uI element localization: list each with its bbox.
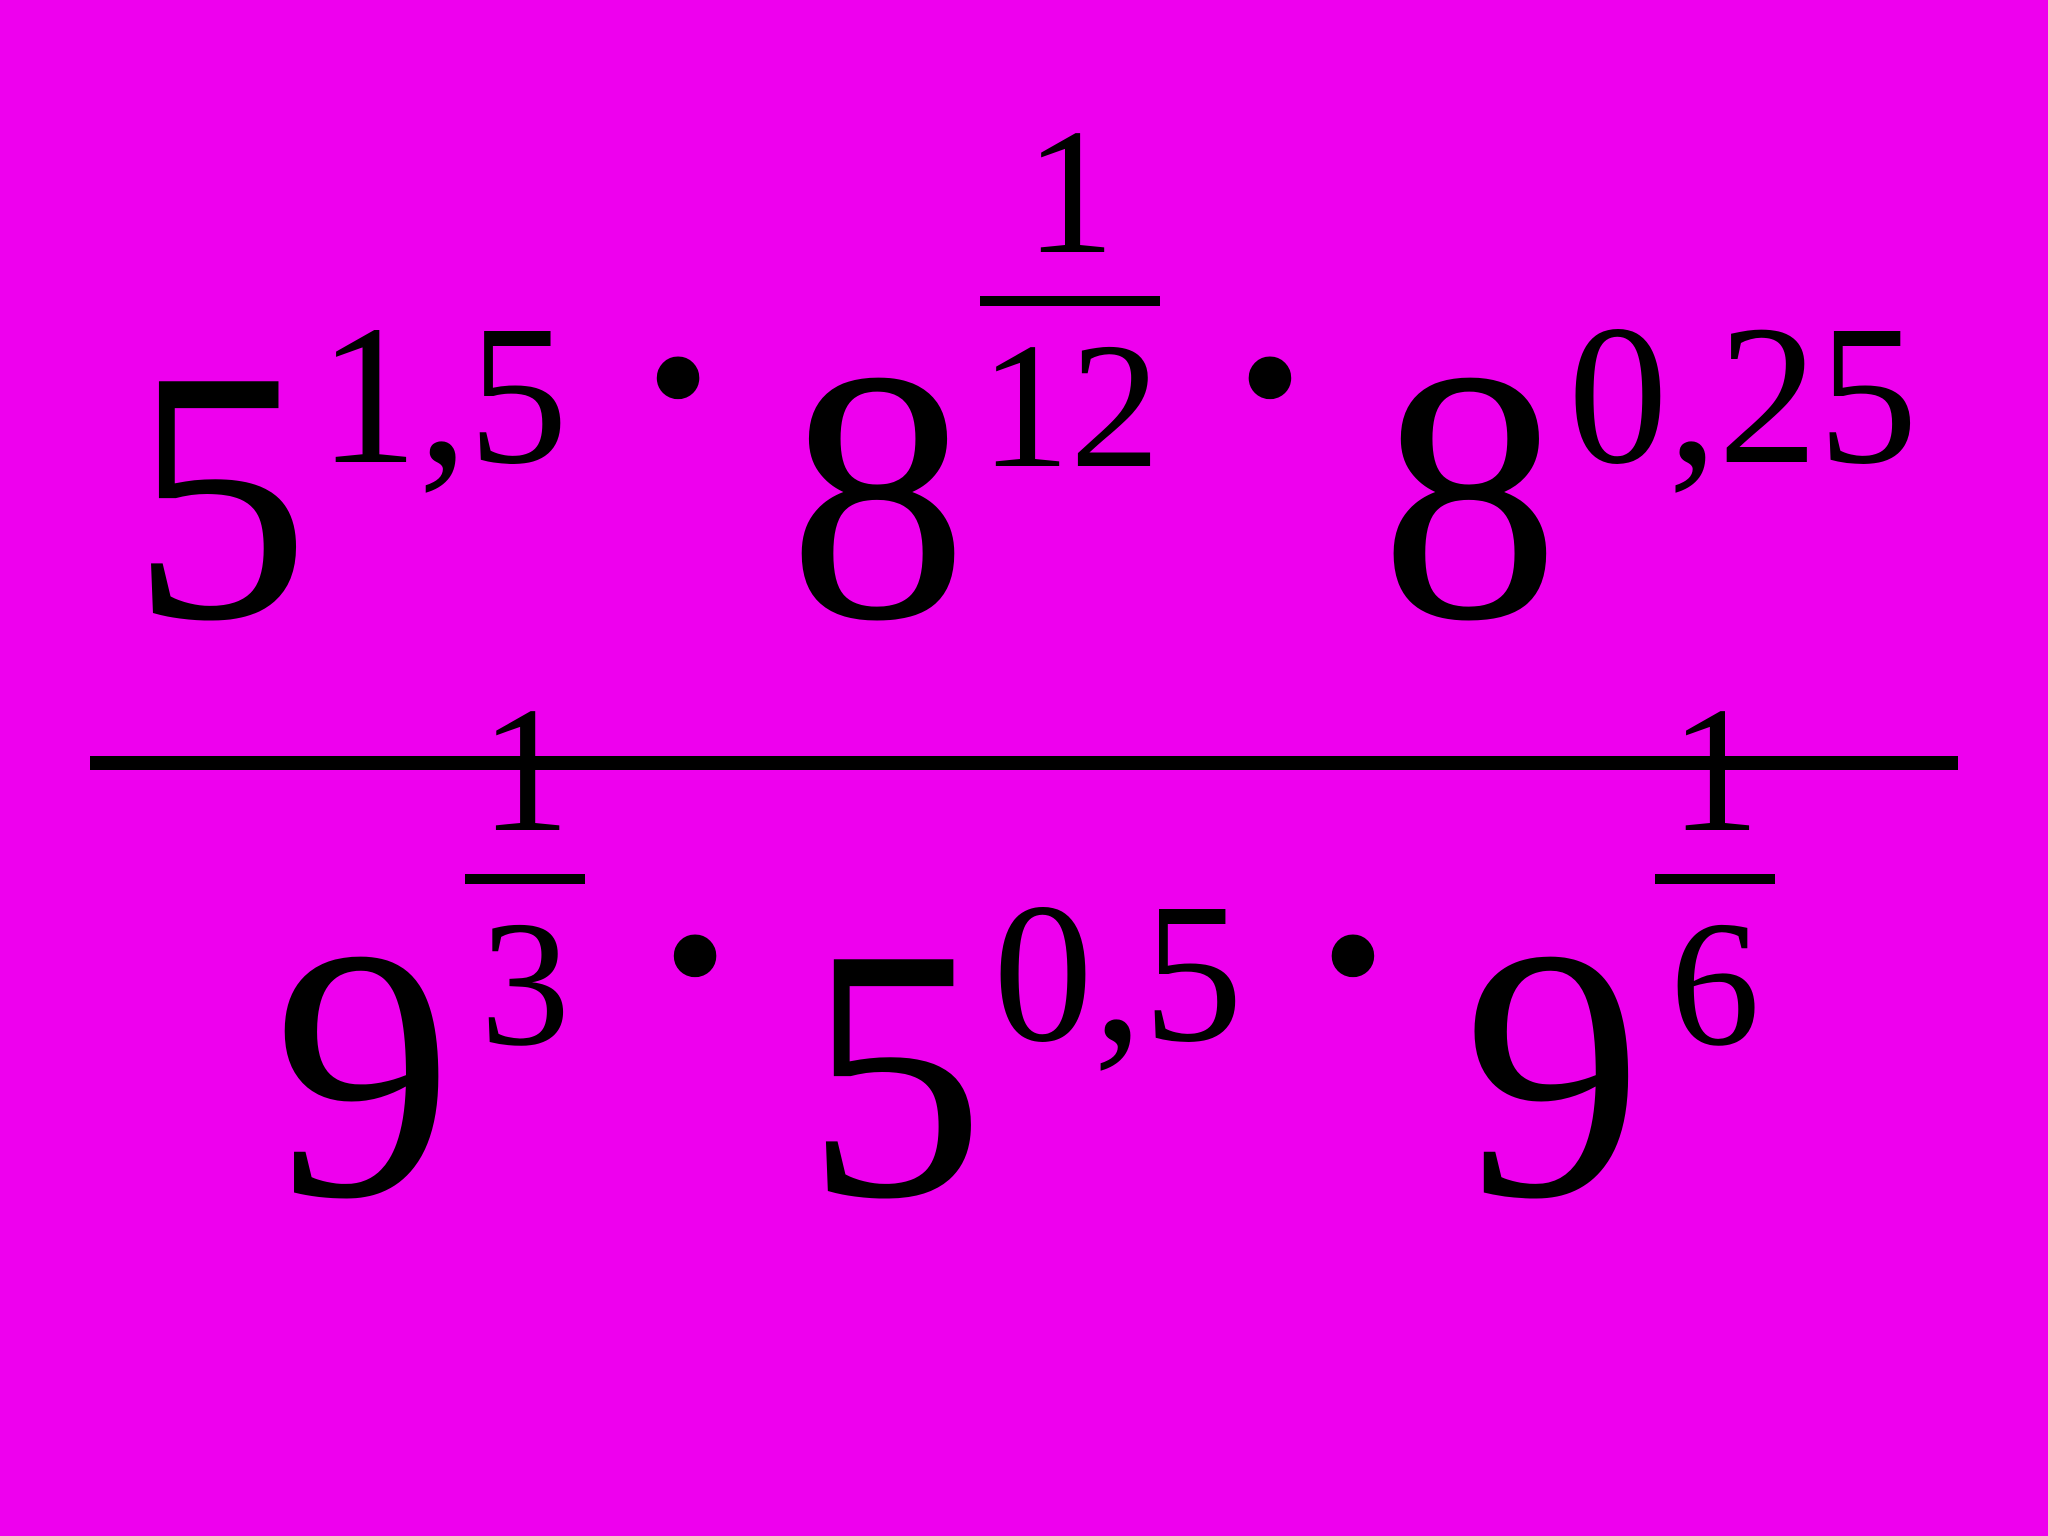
exponent-fraction: 1 6	[1655, 680, 1775, 1074]
main-fraction: 5 1,5 · 8 1 12 · 8 0,25 9 1 3 ·	[90, 282, 1958, 1254]
multiply-dot: ·	[1210, 196, 1330, 556]
base: 9	[1463, 894, 1643, 1254]
multiply-dot: ·	[1293, 774, 1413, 1134]
denominator-term-3: 9 1 6	[1463, 860, 1775, 1254]
base: 5	[130, 316, 310, 676]
multiply-dot: ·	[635, 774, 755, 1134]
base: 5	[805, 894, 985, 1254]
base: 8	[788, 316, 968, 676]
exponent: 1,5	[318, 296, 568, 496]
numerator: 5 1,5 · 8 1 12 · 8 0,25	[90, 282, 1958, 706]
exponent-numerator: 1	[1025, 102, 1115, 290]
denominator: 9 1 3 · 5 0,5 · 9 1 6	[233, 830, 1815, 1254]
exponent-fraction: 1 3	[465, 680, 585, 1074]
exponent-denominator: 3	[480, 890, 570, 1074]
multiply-dot: ·	[618, 196, 738, 556]
exponent-denominator: 6	[1670, 890, 1760, 1074]
exponent-numerator: 1	[1670, 680, 1760, 868]
numerator-term-1: 5 1,5	[130, 316, 568, 676]
exponent: 0,25	[1568, 296, 1918, 496]
denominator-term-2: 5 0,5	[805, 894, 1243, 1254]
exponent: 0,5	[993, 874, 1243, 1074]
numerator-term-3: 8 0,25	[1380, 316, 1918, 676]
exponent-fraction: 1 12	[980, 102, 1160, 496]
base: 8	[1380, 316, 1560, 676]
denominator-term-1: 9 1 3	[273, 860, 585, 1254]
exponent-fraction-bar	[980, 296, 1160, 306]
numerator-term-2: 8 1 12	[788, 282, 1160, 676]
exponent-fraction-bar	[465, 874, 585, 884]
exponent-fraction-bar	[1655, 874, 1775, 884]
exponent-numerator: 1	[480, 680, 570, 868]
exponent-denominator: 12	[980, 312, 1160, 496]
base: 9	[273, 894, 453, 1254]
